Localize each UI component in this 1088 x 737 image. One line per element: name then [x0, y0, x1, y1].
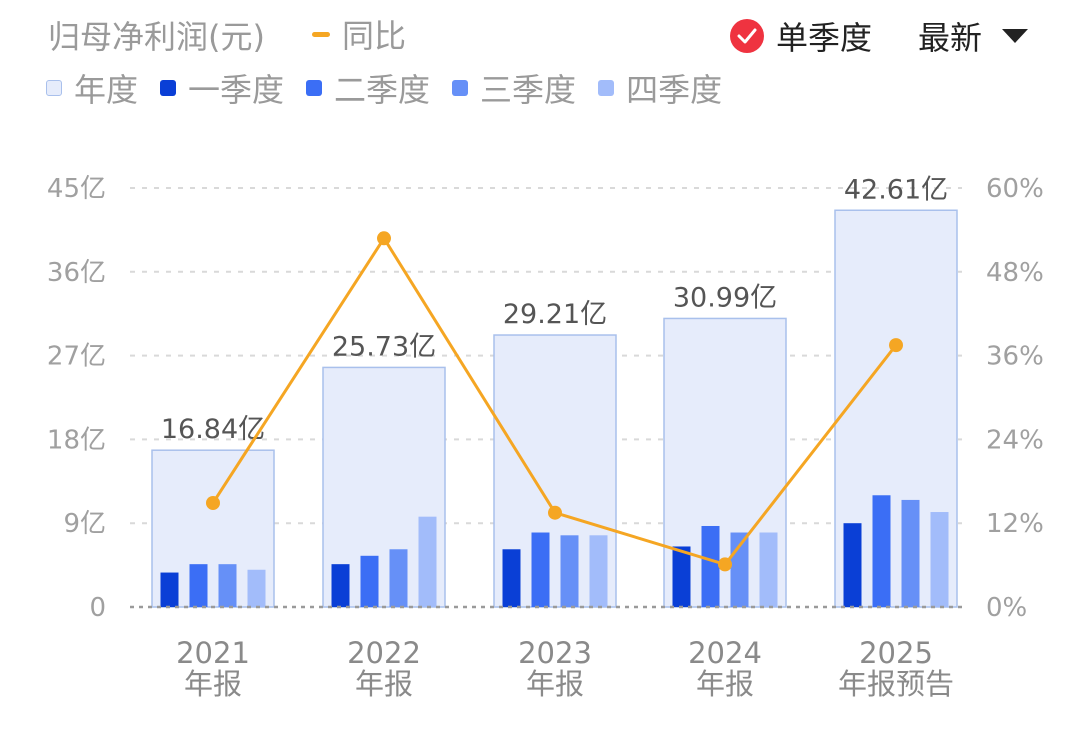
legend-swatch-q2	[306, 80, 323, 96]
yoy-point	[377, 231, 391, 246]
annual-value-label: 42.61亿	[844, 174, 948, 205]
left-axis-tick: 45亿	[47, 174, 106, 204]
quarter-bar-q4	[589, 535, 608, 607]
left-axis-tick: 9亿	[63, 509, 106, 539]
legend-swatch-q4	[598, 80, 615, 96]
legend-swatch-q3	[452, 80, 469, 96]
right-axis-tick: 48%	[986, 258, 1044, 288]
annual-value-label: 16.84亿	[161, 414, 265, 445]
quarter-bar-q1	[843, 523, 862, 607]
x-axis-tick-report: 年报	[696, 667, 754, 701]
quarter-bar-q4	[930, 512, 949, 607]
quarter-bar-q3	[218, 564, 237, 607]
x-axis-tick-report: 年报	[355, 667, 413, 701]
chart-title: 归母净利润(元)	[48, 18, 265, 56]
legend-item-q3[interactable]: 三季度	[452, 65, 576, 111]
yoy-point	[206, 495, 220, 510]
yoy-legend: 同比	[312, 12, 406, 56]
x-axis-tick-year: 2023	[518, 636, 592, 670]
yoy-point	[718, 557, 732, 572]
quarter-bar-q4	[759, 532, 778, 607]
annual-value-label: 25.73亿	[332, 331, 436, 362]
quarter-bar-q3	[389, 549, 408, 607]
quarter-bar-q4	[247, 569, 266, 607]
legend-label-annual: 年度	[74, 71, 139, 109]
quarter-bar-q4	[418, 516, 437, 607]
right-axis-tick: 12%	[986, 509, 1044, 539]
chart-header: 归母净利润(元) 同比 单季度 最新 年度 一季度 二季度 三季度	[0, 0, 1088, 120]
x-axis-tick-report: 年报	[184, 667, 242, 701]
yoy-legend-swatch	[312, 31, 330, 37]
legend-item-q2[interactable]: 二季度	[306, 65, 430, 111]
x-axis-tick-year: 2022	[347, 636, 421, 670]
yoy-point	[889, 338, 903, 353]
legend-item-q4[interactable]: 四季度	[598, 65, 722, 111]
left-axis-tick: 18亿	[47, 425, 106, 455]
right-axis-tick: 0%	[986, 593, 1027, 623]
quarter-toggle[interactable]: 单季度	[730, 14, 872, 58]
quarter-bar-q2	[872, 495, 891, 607]
right-axis-tick: 24%	[986, 425, 1044, 455]
x-axis-tick-report: 年报	[526, 667, 584, 701]
quarter-bar-q2	[701, 525, 720, 607]
quarter-bar-q3	[901, 499, 920, 607]
left-axis-tick: 27亿	[47, 342, 106, 372]
quarter-bar-q3	[560, 535, 579, 607]
x-axis-tick-report: 年报预告	[838, 667, 954, 701]
x-axis-tick-year: 2021	[176, 636, 250, 670]
quarter-bar-q1	[502, 549, 521, 607]
yoy-legend-label: 同比	[342, 17, 407, 55]
legend-label-q4: 四季度	[626, 71, 723, 109]
left-axis-tick: 0	[89, 593, 106, 623]
x-axis-tick-year: 2024	[688, 636, 762, 670]
legend-swatch-q1	[160, 80, 177, 96]
quarter-toggle-label: 单季度	[776, 19, 873, 57]
legend-item-q1[interactable]: 一季度	[160, 65, 284, 111]
right-axis-tick: 36%	[986, 342, 1044, 372]
quarter-bar-q1	[672, 546, 691, 607]
caret-down-icon	[1002, 29, 1029, 43]
quarter-bar-q1	[160, 572, 179, 607]
quarter-bar-q2	[360, 555, 379, 607]
latest-dropdown-label: 最新	[918, 19, 983, 57]
legend-label-q3: 三季度	[480, 71, 577, 109]
quarter-bar-q1	[331, 564, 350, 607]
legend-label-q1: 一季度	[188, 71, 285, 109]
yoy-point	[548, 505, 562, 520]
quarter-bar-q2	[189, 564, 208, 607]
series-legend: 年度 一季度 二季度 三季度 四季度	[46, 65, 744, 111]
legend-label-q2: 二季度	[334, 71, 431, 109]
latest-dropdown[interactable]: 最新	[918, 14, 1029, 58]
check-icon	[730, 19, 764, 53]
quarter-bar-q2	[531, 532, 550, 607]
annual-value-label: 30.99亿	[673, 282, 777, 313]
annual-value-label: 29.21亿	[503, 299, 607, 330]
x-axis-tick-year: 2025	[859, 636, 933, 670]
legend-item-annual[interactable]: 年度	[46, 65, 138, 111]
legend-swatch-annual	[46, 80, 62, 96]
left-axis-tick: 36亿	[47, 258, 106, 288]
right-axis-tick: 60%	[986, 174, 1044, 204]
